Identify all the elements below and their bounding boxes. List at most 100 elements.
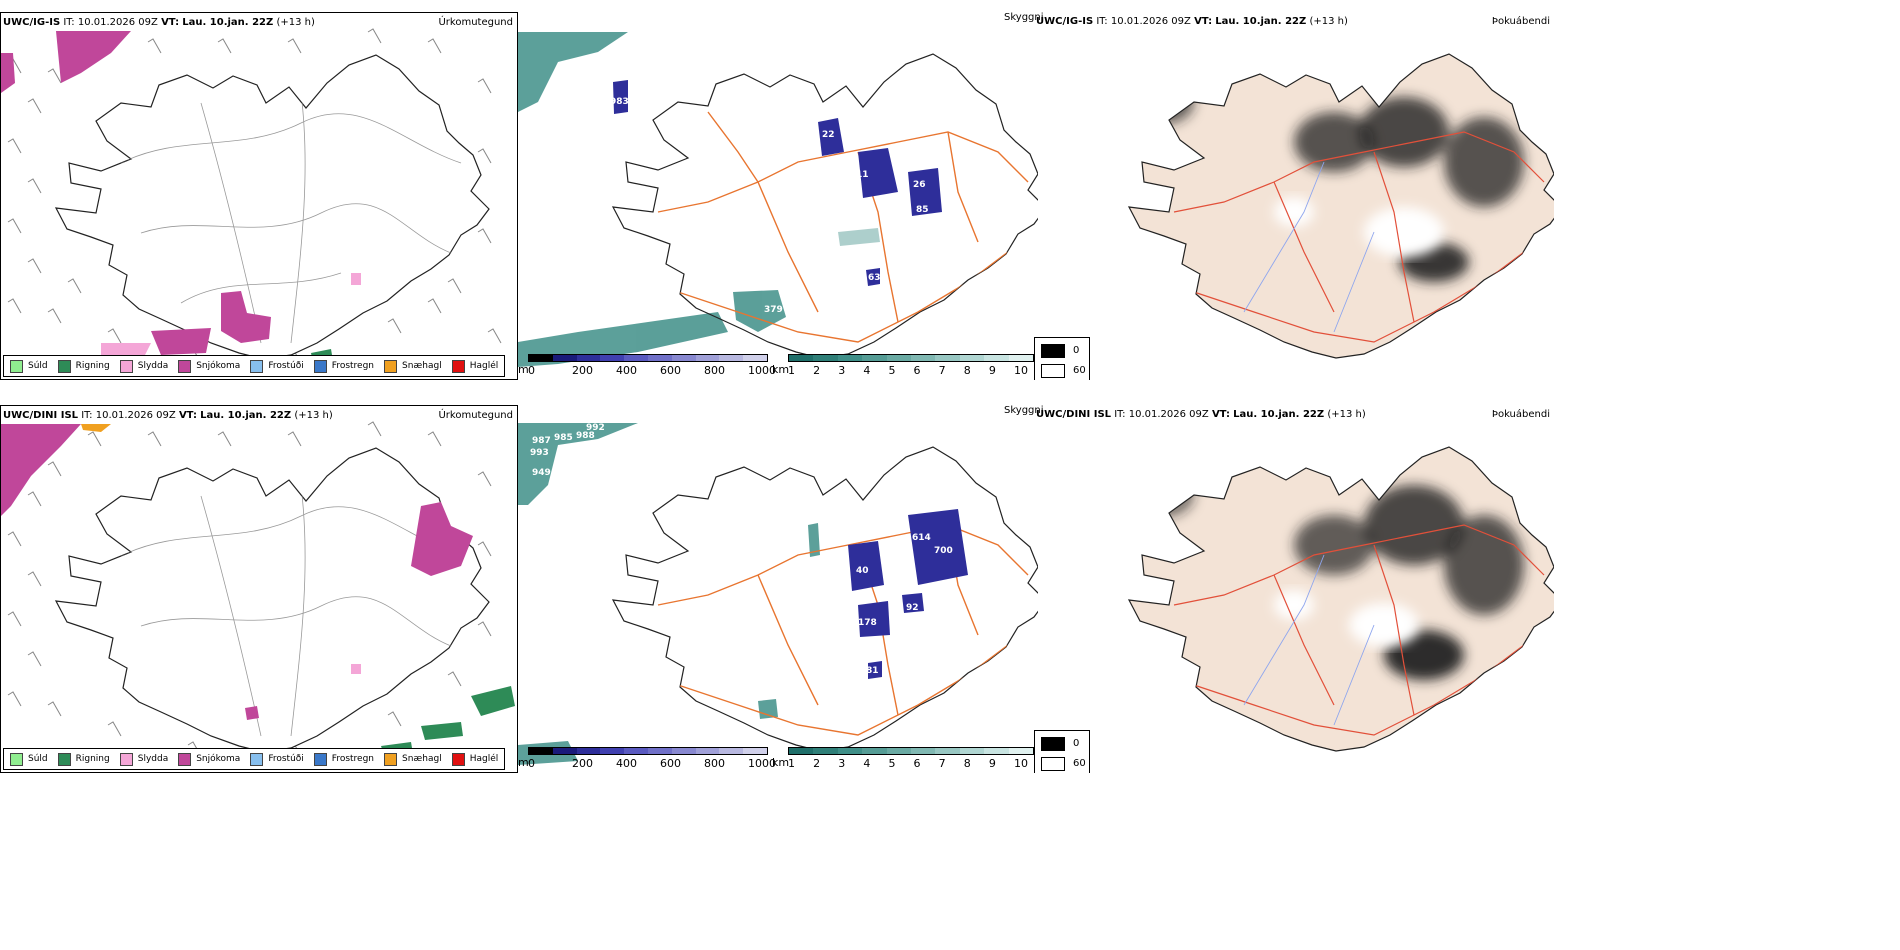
colorbar-segment [813,355,838,361]
colorbar-tick-label: 9 [988,364,996,377]
legend-label: Rigning [75,754,110,764]
vis-unit: km [772,756,790,769]
map-labels: 987 975 983 22 11 26 85 379 63 [603,37,929,315]
vis-panel-bottom: 987 985 988 992 993 949 29 614 700 78 40… [518,405,1038,773]
colorbar-tick-label: 7 [938,364,946,377]
legend-swatch [178,752,192,766]
colorbar-tick-label: 9 [988,757,996,770]
colorbar-segment [624,355,648,361]
colorbar-tick-label: 200 [572,757,593,770]
legend-swatch [250,359,264,373]
legend-item: Haglél [451,359,499,373]
legend-item: Súld [10,752,48,766]
colorbar-segment [647,355,672,361]
snow-areas [1,424,473,720]
legend-label: Slydda [137,754,169,764]
colorbar-segment [862,748,887,754]
map-labels: 987 985 988 992 993 949 29 614 700 78 40… [530,423,973,676]
black-swatch [1041,344,1065,358]
colorbar-segment [813,748,838,754]
vis-panel-top: 987 975 983 22 11 26 85 379 63 m 0 200 400… [518,12,1038,380]
height-colorbar: 0 200 400 600 800 1000 [528,354,776,378]
colorbar-segment [984,748,1009,754]
colorbar-segment [529,748,553,754]
svg-text:983: 983 [610,97,629,107]
legend-swatch [10,359,23,373]
cloud-panel-bottom: 0 60 UWC/DINI ISL IT: 10.01.2026 09Z VT:… [1034,405,1554,773]
colorbar-segment [935,748,960,754]
legend-label: Rigning [75,361,110,371]
colorbar-segment [837,748,863,754]
colorbar-segment [837,355,863,361]
colorbar-segment [1008,355,1034,361]
legend-swatch [384,752,398,766]
legend-item: Snæhagl [384,359,442,373]
white-swatch [1041,757,1065,771]
colorbar-tick-label: 1000 [748,757,776,770]
snow-areas [1,31,271,355]
precip-legend: Súld Rigning Slydda Snjókoma Frostúði Frostre… [3,748,506,770]
colorbar-strip [528,354,768,362]
white-swatch [1041,364,1065,378]
colorbar-tick-label: 3 [838,364,846,377]
svg-text:987: 987 [532,436,551,446]
legend-label: Slydda [137,361,169,371]
colorbar-tick-label: 1000 [748,364,776,377]
visibility-colorbar: 1 2 3 4 5 6 7 8 9 10 [788,354,1034,378]
colorbar-strip [788,747,1034,755]
colorbar-segment [743,355,767,361]
colorbar-tick-label: 800 [704,364,725,377]
colorbar-segment [719,748,744,754]
colorbar-segment [789,355,814,361]
colorbar-segment [529,355,553,361]
panel-title: Skyggni [1004,405,1044,416]
colorbar-segment [886,355,912,361]
colorbar-segment [695,748,720,754]
panel-title: Skyggni [1004,12,1044,23]
visibility-map-top: 987 975 983 22 11 26 85 379 63 [518,32,1038,367]
legend-label: Snæhagl [402,361,442,371]
colorbar-tick-label: 0 [528,757,535,770]
legend-label: Haglél [469,361,499,371]
svg-text:92: 92 [906,603,919,613]
colorbar-tick-label: 1 [788,757,795,770]
legend-item: Súld [10,359,48,373]
height-unit: m [518,756,529,769]
colorbar-segment [552,748,577,754]
legend-label: Snæhagl [402,754,442,764]
svg-text:993: 993 [530,448,549,458]
panel-header: UWC/IG-IS IT: 10.01.2026 09Z VT: Lau. 10… [1036,16,1348,27]
visibility-colorbar: 1 2 3 4 5 6 7 8 9 10 [788,747,1034,771]
panel-title: Þokuábendi [1491,16,1550,27]
colorbar-segment [671,748,696,754]
colorbar-tick-label: 10 [1014,364,1028,377]
colorbar-segment [671,355,696,361]
svg-text:700: 700 [934,546,953,556]
panel-title: Úrkomutegund [438,17,513,28]
colorbar-tick-label: 600 [660,364,681,377]
legend-swatch [451,752,465,766]
colorbar-segment [600,355,625,361]
colorbar-tick-label: 4 [863,757,871,770]
colorbar-tick-label: 10 [1014,757,1028,770]
legend-swatch [178,359,192,373]
svg-text:78: 78 [960,510,973,520]
svg-text:22: 22 [822,130,835,140]
contour-lines [120,92,462,344]
colorbar-segment [743,748,767,754]
colorbar-segment [552,355,577,361]
legend-swatch [10,752,23,766]
colorbar-strip [528,747,768,755]
colorbar-tick-label: 6 [913,364,921,377]
colorbar-tick-label: 3 [838,757,846,770]
legend-label: Snjókoma [196,754,241,764]
cloud-panel-top: 0 60 UWC/IG-IS IT: 10.01.2026 09Z VT: La… [1034,12,1554,380]
legend-item: Slydda [119,359,169,373]
legend-item: Frostregn [313,752,374,766]
colorbar-tick-label: 1 [788,364,795,377]
colorbar-segment [959,748,985,754]
legend-label: Súld [28,754,48,764]
svg-text:85: 85 [916,205,929,215]
panel-header: UWC/DINI ISL IT: 10.01.2026 09Z VT: Lau.… [3,410,333,421]
colorbar-segment [695,355,720,361]
